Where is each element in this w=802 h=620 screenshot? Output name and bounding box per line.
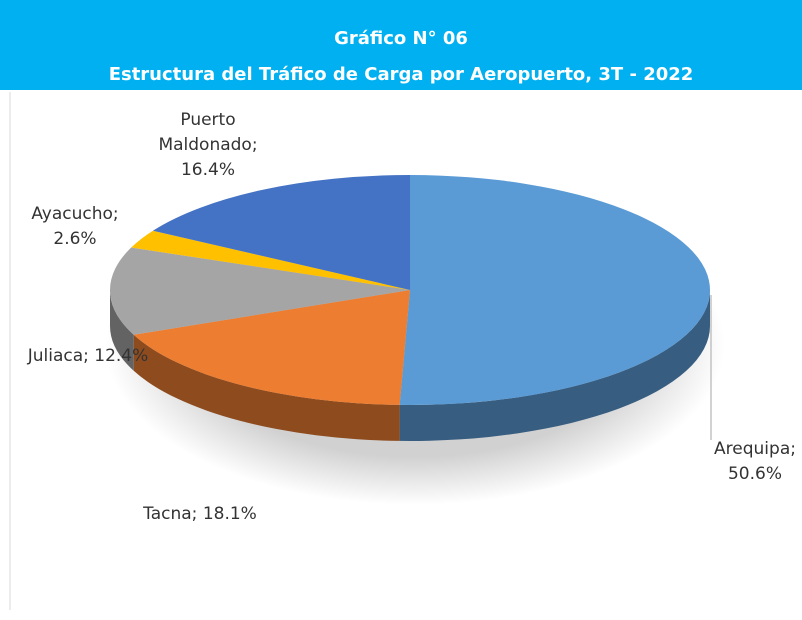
chart-subtitle: Estructura del Tráfico de Carga por Aero… [108, 64, 694, 85]
data-label: Tacna; 18.1% [120, 502, 280, 527]
slice-side [110, 290, 134, 371]
header-band: Gráfico N° 06 Estructura del Tráfico de … [0, 0, 802, 90]
label-category: Tacna; [143, 504, 198, 524]
label-value: 50.6% [727, 464, 782, 484]
data-label: Ayacucho; 2.6% [25, 202, 125, 252]
label-category: Puerto Maldonado; [158, 110, 258, 155]
label-category: Arequipa; [714, 439, 796, 459]
pie-slice [131, 230, 410, 290]
pie-slice [109, 247, 410, 335]
label-value: 18.1% [202, 504, 257, 524]
pie-slice [399, 175, 710, 405]
pie-slice [133, 290, 410, 405]
slice-side [399, 290, 711, 442]
data-label: Puerto Maldonado; 16.4% [138, 108, 278, 183]
data-label: Juliaca; 12.4% [8, 344, 168, 369]
chart-title: Gráfico N° 06 [334, 28, 468, 49]
pie-slice [152, 175, 411, 290]
label-category: Ayacucho; [31, 204, 119, 224]
label-category: Juliaca; [27, 346, 89, 366]
slice-side [133, 334, 400, 441]
data-label: Arequipa; 50.6% [705, 437, 802, 487]
label-value: 2.6% [53, 229, 97, 249]
label-value: 12.4% [94, 346, 149, 366]
label-value: 16.4% [180, 160, 235, 180]
